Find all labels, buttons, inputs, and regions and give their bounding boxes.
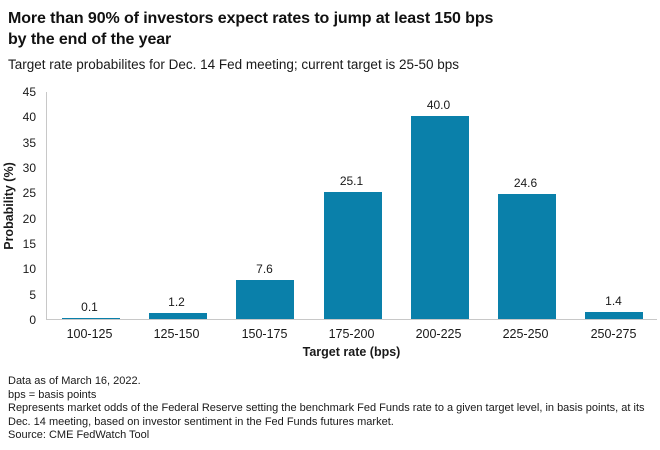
- bar-value-label: 1.4: [605, 294, 622, 308]
- x-tick-label: 150-175: [241, 327, 288, 341]
- plot-area: [46, 92, 657, 320]
- bar-chart: Probability (%) 0 5 10 15 20 25 30 35 40 45 0.1 1.…: [2, 85, 657, 359]
- x-axis-title: Target rate (bps): [302, 345, 401, 359]
- chart-title: More than 90% of investors expect rates …: [8, 8, 628, 50]
- bar-value-label: 40.0: [426, 98, 451, 112]
- chart-title-line1: More than 90% of investors expect rates …: [8, 10, 494, 27]
- footer-line: bps = basis points: [8, 388, 97, 401]
- x-tick-label: 200-225: [415, 327, 462, 341]
- bar-value-label: 7.6: [256, 262, 273, 276]
- bar-value-label: 24.6: [513, 176, 538, 190]
- y-tick-label: 40: [22, 110, 36, 125]
- y-tick-label: 5: [29, 287, 36, 302]
- bar: [324, 192, 382, 319]
- footer-line: Represents market odds of the Federal Re…: [8, 402, 645, 428]
- y-tick-label: 0: [29, 313, 36, 327]
- y-tick-label: 30: [22, 161, 36, 175]
- bar: [149, 313, 207, 319]
- bar-value-label: 25.1: [339, 174, 364, 188]
- bar: [62, 318, 120, 319]
- y-tick-label: 45: [22, 85, 36, 99]
- footer-notes: Data as of March 16, 2022. bps = basis po…: [8, 375, 654, 443]
- x-tick-label: 100-125: [66, 327, 113, 341]
- x-tick-label: 125-150: [153, 327, 200, 341]
- bar: [236, 280, 294, 319]
- chart-title-line2: by the end of the year: [8, 31, 172, 48]
- chart-subtitle: Target rate probabilites for Dec. 14 Fed…: [8, 57, 459, 72]
- bar: [411, 116, 469, 319]
- x-tick-label: 250-275: [590, 327, 637, 341]
- footer-line: Source: CME FedWatch Tool: [8, 429, 150, 441]
- y-tick-label: 15: [22, 237, 36, 251]
- bar-value-label: 1.2: [168, 295, 185, 309]
- y-tick-label: 25: [22, 186, 36, 201]
- footer-line: Data as of March 16, 2022.: [8, 375, 141, 387]
- y-axis-title: Probability (%): [2, 162, 16, 250]
- x-tick-label: 225-250: [502, 327, 549, 341]
- y-tick-label: 10: [22, 262, 36, 277]
- y-tick-label: 35: [22, 135, 36, 150]
- bar: [585, 312, 643, 319]
- bar: [498, 194, 556, 319]
- y-tick-label: 20: [22, 211, 36, 226]
- x-tick-label: 175-200: [328, 327, 375, 341]
- bar-value-label: 0.1: [81, 300, 98, 314]
